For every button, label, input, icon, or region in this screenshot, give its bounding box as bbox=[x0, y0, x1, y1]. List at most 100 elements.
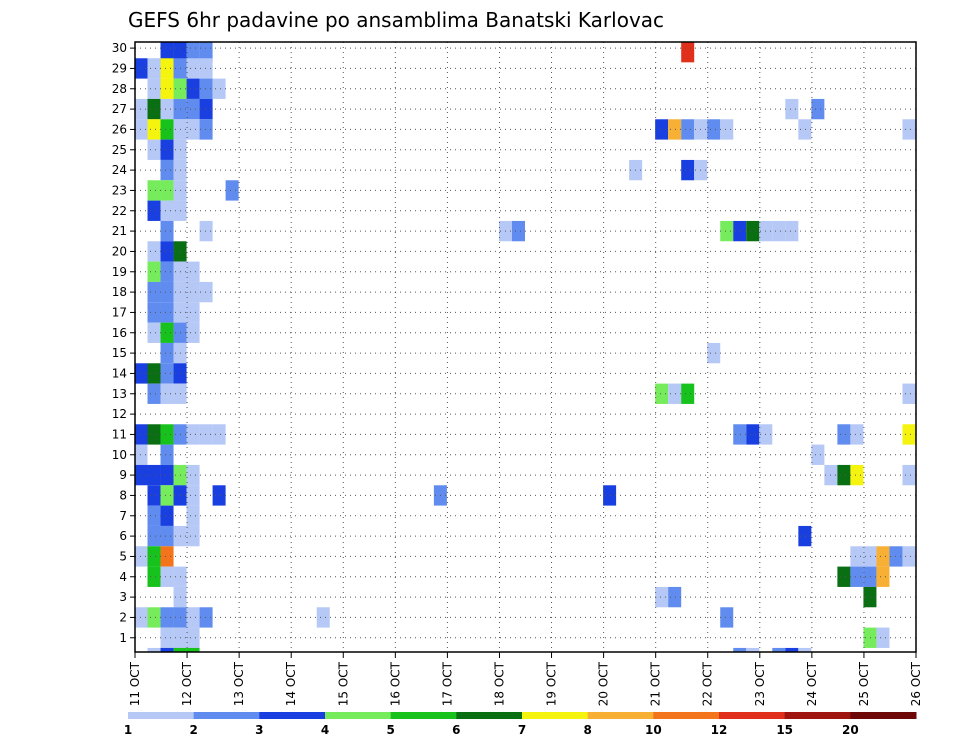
heatmap-cell bbox=[746, 220, 760, 242]
heatmap-cell bbox=[785, 98, 799, 120]
heatmap-cell bbox=[135, 464, 148, 486]
colorbar-label: 10 bbox=[645, 723, 662, 737]
heatmap-cell bbox=[863, 586, 877, 608]
x-tick-label: 19 OCT bbox=[545, 661, 559, 706]
x-tick-label: 20 OCT bbox=[597, 661, 611, 706]
colorbar-swatch bbox=[128, 712, 195, 719]
heatmap-cell bbox=[186, 607, 200, 628]
y-tick-label: 4 bbox=[119, 570, 127, 584]
heatmap-cell bbox=[850, 566, 864, 587]
heatmap-cell bbox=[863, 627, 877, 648]
heatmap-cell bbox=[147, 200, 161, 221]
colorbar-swatch bbox=[850, 712, 917, 719]
heatmap-cell bbox=[160, 180, 174, 201]
y-tick-label: 27 bbox=[112, 102, 127, 116]
heatmap-cell bbox=[147, 139, 161, 160]
y-tick-label: 24 bbox=[112, 163, 127, 177]
heatmap-cell bbox=[147, 607, 161, 628]
colorbar-swatch bbox=[653, 712, 720, 719]
y-tick-label: 16 bbox=[112, 326, 127, 340]
y-tick-label: 13 bbox=[112, 387, 127, 401]
heatmap-cell bbox=[186, 647, 200, 652]
heatmap-cell bbox=[668, 119, 682, 140]
heatmap-cell bbox=[186, 627, 200, 648]
heatmap-cell bbox=[147, 383, 161, 404]
heatmap-cell bbox=[147, 78, 161, 99]
heatmap-cell bbox=[147, 322, 161, 343]
colorbar-label: 1 bbox=[124, 723, 132, 737]
heatmap-cell bbox=[186, 302, 200, 323]
heatmap-cell bbox=[147, 647, 161, 652]
heatmap-cell bbox=[199, 58, 213, 79]
colorbar-label: 4 bbox=[321, 723, 329, 737]
heatmap-cell bbox=[798, 647, 812, 652]
colorbar-label: 20 bbox=[842, 723, 859, 737]
heatmap-cell bbox=[655, 119, 669, 140]
heatmap-cell bbox=[160, 241, 174, 262]
heatmap-cell bbox=[160, 200, 174, 221]
heatmap-cell bbox=[160, 139, 174, 160]
heatmap-cell bbox=[681, 42, 695, 63]
heatmap-cell bbox=[186, 58, 200, 79]
heatmap-cell bbox=[160, 119, 174, 140]
heatmap-cell bbox=[135, 58, 148, 79]
heatmap-cell bbox=[733, 647, 747, 652]
heatmap-cell bbox=[681, 159, 695, 181]
x-tick-label: 12 OCT bbox=[180, 661, 194, 706]
heatmap-cell bbox=[811, 98, 825, 120]
y-tick-label: 19 bbox=[112, 265, 127, 279]
x-tick-label: 13 OCT bbox=[232, 661, 246, 706]
heatmap-cell bbox=[876, 566, 890, 587]
heatmap-cell bbox=[135, 363, 148, 384]
y-tick-label: 22 bbox=[112, 204, 127, 218]
colorbar: 1 2 3 4 5 6 7 8 10 12 15 20 bbox=[124, 712, 917, 737]
heatmap-cell bbox=[316, 607, 330, 628]
heatmap-cell bbox=[160, 424, 174, 445]
y-tick-label: 21 bbox=[112, 224, 127, 238]
colorbar-swatch bbox=[259, 712, 326, 719]
heatmap-cell bbox=[850, 546, 864, 567]
heatmap-cell bbox=[160, 566, 174, 587]
y-tick-label: 5 bbox=[119, 549, 127, 563]
heatmap-cell bbox=[603, 485, 617, 506]
heatmap-cell bbox=[199, 42, 213, 63]
heatmap-cell bbox=[160, 383, 174, 404]
colorbar-label: 8 bbox=[583, 723, 591, 737]
heatmap-cell bbox=[147, 302, 161, 323]
heatmap-cell bbox=[186, 98, 200, 120]
heatmap-cell bbox=[173, 42, 187, 63]
colorbar-label: 3 bbox=[255, 723, 263, 737]
heatmap-cell bbox=[160, 220, 174, 242]
colorbar-label: 12 bbox=[711, 723, 728, 737]
heatmap-cell bbox=[876, 627, 890, 648]
heatmap-cell bbox=[135, 119, 148, 140]
heatmap-cell bbox=[135, 424, 148, 445]
y-tick-label: 23 bbox=[112, 183, 127, 197]
colorbar-swatch bbox=[587, 712, 654, 719]
heatmap-cell bbox=[160, 546, 174, 567]
colorbar-label: 7 bbox=[518, 723, 526, 737]
y-tick-label: 29 bbox=[112, 61, 127, 75]
heatmap-cell bbox=[186, 281, 200, 303]
heatmap-cell bbox=[850, 424, 864, 445]
heatmap-cell bbox=[173, 647, 187, 652]
heatmap-cell bbox=[160, 464, 174, 486]
y-axis: 1234567891011121314151617181920212223242… bbox=[112, 41, 135, 645]
x-tick-label: 11 OCT bbox=[128, 661, 142, 706]
heatmap-cell bbox=[186, 525, 200, 547]
heatmap-cell bbox=[135, 444, 148, 465]
heatmap-cell bbox=[135, 546, 148, 567]
heatmap-cell bbox=[186, 78, 200, 99]
heatmap-cell bbox=[160, 78, 174, 99]
heatmap-cell bbox=[147, 546, 161, 567]
x-tick-label: 23 OCT bbox=[753, 661, 767, 706]
heatmap-cell bbox=[681, 119, 695, 140]
colorbar-swatch bbox=[456, 712, 523, 719]
y-tick-label: 10 bbox=[112, 448, 127, 462]
chart-title: GEFS 6hr padavine po ansamblima Banatski… bbox=[128, 8, 664, 32]
heatmap-cell bbox=[147, 566, 161, 587]
colorbar-label: 15 bbox=[776, 723, 793, 737]
heatmap-cell bbox=[811, 444, 825, 465]
heatmap-cell bbox=[186, 464, 200, 486]
